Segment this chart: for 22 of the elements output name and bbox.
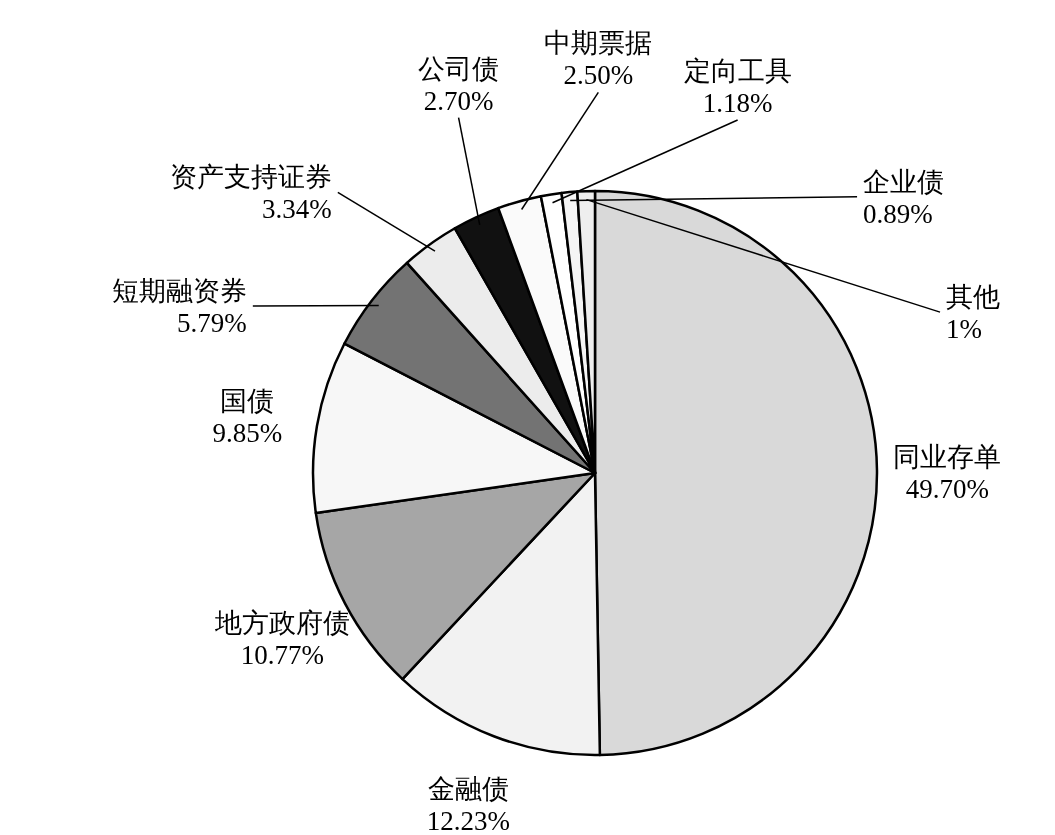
slice-label: 短期融资券 bbox=[111, 276, 247, 307]
data-label: 49.70% bbox=[905, 473, 990, 504]
data-label: 12.23% bbox=[426, 806, 511, 835]
data-label: 5.79% bbox=[177, 308, 247, 339]
slice-label: 金融债 bbox=[427, 774, 509, 805]
slice-label: 地方政府债 bbox=[213, 608, 350, 639]
data-label: 3.34% bbox=[262, 194, 332, 225]
slice-label: 国债 bbox=[220, 386, 275, 417]
slice-label: 中期票据 bbox=[544, 28, 653, 59]
slice-label: 同业存单 bbox=[893, 441, 1002, 472]
slice-label: 公司债 bbox=[418, 53, 500, 84]
data-label: 1% bbox=[946, 314, 983, 345]
slice-label: 定向工具 bbox=[683, 56, 792, 87]
slice-label: 资产支持证券 bbox=[169, 162, 332, 193]
data-label: 1.18% bbox=[702, 88, 773, 119]
data-label: 9.85% bbox=[212, 418, 283, 449]
data-label: 10.77% bbox=[240, 640, 325, 671]
data-label: 2.50% bbox=[563, 60, 634, 91]
slice-label: 其他 bbox=[946, 282, 1001, 313]
data-label: 2.70% bbox=[423, 85, 494, 116]
data-label: 0.89% bbox=[863, 198, 933, 229]
slice-label: 企业债 bbox=[863, 166, 945, 197]
